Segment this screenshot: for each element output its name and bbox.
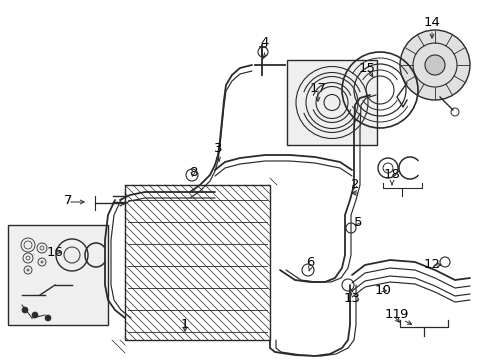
Text: 8: 8 xyxy=(188,166,197,179)
Text: 5: 5 xyxy=(353,216,362,229)
Text: 10: 10 xyxy=(374,284,390,297)
Circle shape xyxy=(45,315,51,321)
Circle shape xyxy=(22,307,28,313)
Circle shape xyxy=(399,30,469,100)
Text: 12: 12 xyxy=(423,258,440,271)
Text: 14: 14 xyxy=(423,15,440,28)
Text: 3: 3 xyxy=(213,141,222,154)
Text: 2: 2 xyxy=(350,179,359,192)
Text: 13: 13 xyxy=(343,292,360,305)
Bar xyxy=(125,185,269,340)
Circle shape xyxy=(32,312,38,318)
Text: 11: 11 xyxy=(384,309,401,321)
Text: 7: 7 xyxy=(63,194,72,207)
Text: 18: 18 xyxy=(383,168,400,181)
Text: 1: 1 xyxy=(181,319,189,332)
Text: 17: 17 xyxy=(309,81,326,94)
Bar xyxy=(8,225,108,325)
Circle shape xyxy=(424,55,444,75)
Text: 6: 6 xyxy=(305,256,314,269)
Text: 15: 15 xyxy=(358,62,375,75)
Text: 4: 4 xyxy=(260,36,268,49)
Bar xyxy=(286,60,376,145)
Text: 9: 9 xyxy=(398,307,407,320)
Text: 16: 16 xyxy=(46,246,63,258)
